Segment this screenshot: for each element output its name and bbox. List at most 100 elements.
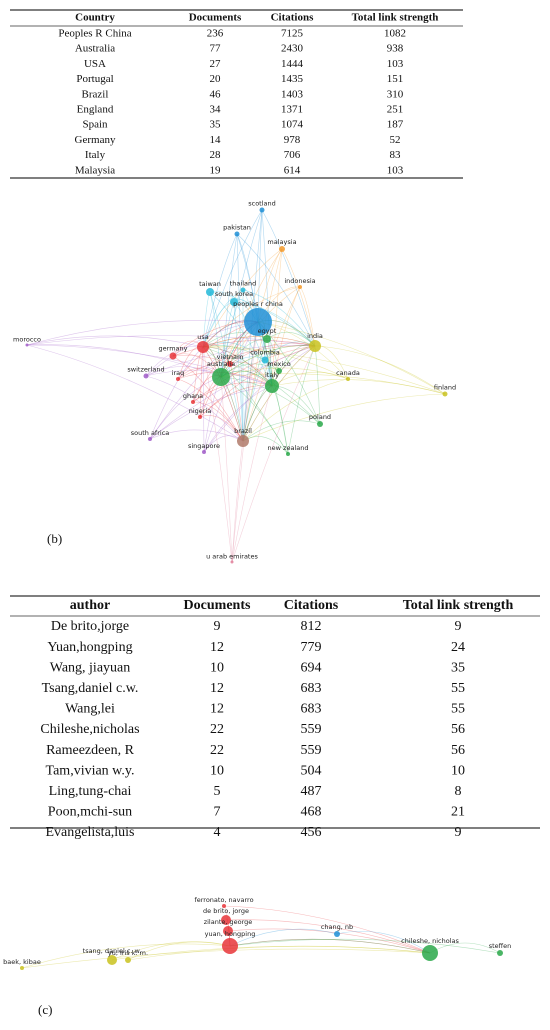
edge xyxy=(220,367,349,380)
cell: 251 xyxy=(387,104,404,116)
cell: 1074 xyxy=(281,119,304,131)
node-label: ghana xyxy=(183,392,203,400)
node-label: colombia xyxy=(250,349,280,357)
node-label: yuan, hongping xyxy=(205,930,256,938)
node xyxy=(346,377,350,381)
node xyxy=(198,415,202,419)
column-header: author xyxy=(70,598,110,613)
node xyxy=(286,452,290,456)
node-label: india xyxy=(307,332,323,340)
node-label: malaysia xyxy=(267,238,296,246)
edge xyxy=(220,345,316,378)
cell: 978 xyxy=(284,134,301,146)
edge xyxy=(199,415,244,442)
edge xyxy=(199,345,316,418)
edge xyxy=(231,440,244,563)
cell: De brito,jorge xyxy=(51,619,129,634)
node-label: scotland xyxy=(248,200,276,208)
node xyxy=(221,915,231,925)
node xyxy=(206,288,214,296)
network-b: scotland pakistan malaysia indonesia thailan… xyxy=(13,200,456,564)
node xyxy=(176,377,180,381)
node-label: usa xyxy=(197,333,209,341)
cell: 103 xyxy=(387,164,404,176)
edge xyxy=(229,363,244,442)
edge xyxy=(111,941,231,961)
column-header: Documents xyxy=(184,598,251,613)
edge xyxy=(242,289,316,347)
cell: 34 xyxy=(210,104,222,116)
edge xyxy=(229,938,501,954)
edge xyxy=(202,346,446,395)
cell: 2430 xyxy=(281,43,304,55)
edge xyxy=(220,373,446,395)
edge xyxy=(145,370,273,387)
cell: England xyxy=(77,104,114,116)
edge xyxy=(127,941,231,961)
cell: 487 xyxy=(301,784,322,799)
edge xyxy=(145,345,316,377)
edge xyxy=(271,248,283,387)
cell: 77 xyxy=(210,43,222,55)
node xyxy=(309,340,321,352)
edge xyxy=(227,928,431,954)
edge xyxy=(202,345,280,372)
edge xyxy=(177,345,316,380)
cell: 22 xyxy=(210,722,224,737)
cell: 683 xyxy=(301,702,322,717)
node xyxy=(197,341,209,353)
edge xyxy=(223,905,431,954)
cell: 1435 xyxy=(281,73,304,85)
node-label: indonesia xyxy=(284,277,315,285)
node-label: morocco xyxy=(13,336,41,344)
node xyxy=(223,926,233,936)
edge xyxy=(220,289,244,378)
cell: 12 xyxy=(210,681,224,696)
node xyxy=(212,368,230,386)
edge xyxy=(242,345,316,442)
cell: 7125 xyxy=(281,28,304,40)
node xyxy=(230,560,234,564)
cell: 7 xyxy=(214,805,221,820)
edge xyxy=(26,344,244,442)
cell: 24 xyxy=(451,640,465,655)
node xyxy=(222,904,226,908)
edge xyxy=(242,420,321,442)
edge xyxy=(242,393,446,442)
edge xyxy=(202,346,233,563)
cell: Peoples R China xyxy=(58,28,131,40)
cell: 56 xyxy=(451,722,465,737)
node-label: yu, iris k. m. xyxy=(108,949,148,957)
column-header: Country xyxy=(75,12,115,24)
edge xyxy=(202,346,273,387)
node xyxy=(244,308,272,336)
cell: Yuan,hongping xyxy=(47,640,132,655)
edge xyxy=(231,321,259,563)
edge xyxy=(314,345,446,395)
column-header: Citations xyxy=(284,598,339,613)
cell: 19 xyxy=(210,164,222,176)
edge xyxy=(26,335,316,347)
edge xyxy=(233,301,244,442)
cell: 779 xyxy=(301,640,322,655)
cell: 56 xyxy=(451,743,465,758)
node xyxy=(234,231,240,237)
edge xyxy=(26,344,222,378)
edge xyxy=(172,355,244,442)
edge xyxy=(242,370,280,442)
edge xyxy=(209,291,222,378)
node xyxy=(25,343,29,347)
edge xyxy=(192,345,316,403)
node-label: pakistan xyxy=(223,224,251,232)
cell: 812 xyxy=(301,619,322,634)
node xyxy=(334,931,340,937)
edge xyxy=(236,233,273,387)
edge xyxy=(242,338,268,442)
edge xyxy=(271,379,446,395)
cell: Spain xyxy=(82,119,108,131)
node-label: finland xyxy=(434,384,456,392)
cell: Italy xyxy=(85,149,106,161)
edge xyxy=(26,335,204,348)
cell: 504 xyxy=(301,763,322,778)
